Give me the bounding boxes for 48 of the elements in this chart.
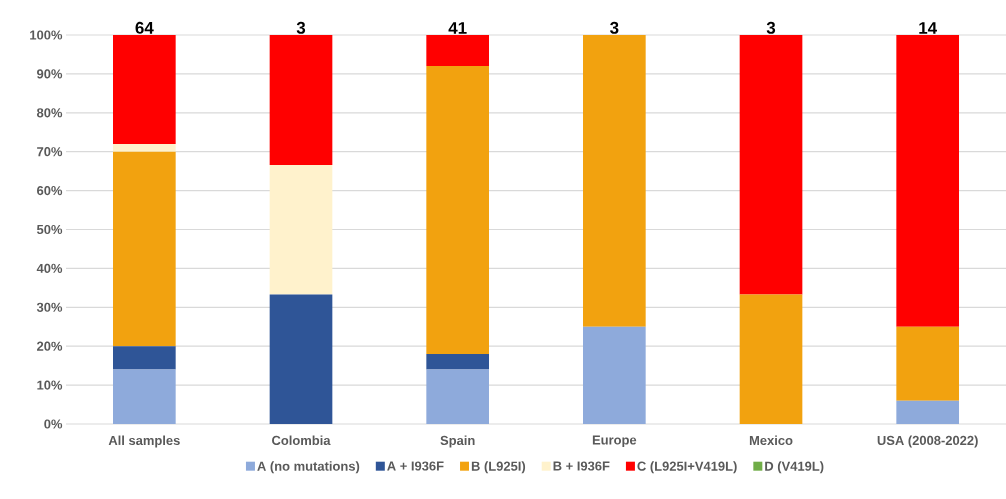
bar [426, 35, 489, 67]
bar [269, 164, 333, 295]
bar [113, 151, 176, 347]
text: 41 [448, 22, 467, 34]
y-tick-label: 80% [36, 108, 63, 118]
x-tick-label: Europe [592, 435, 637, 448]
bar [896, 326, 960, 401]
text: 14 [919, 22, 937, 34]
bar [426, 66, 489, 354]
y-tick-label: 20% [37, 341, 63, 351]
y-tick-label: 60% [37, 186, 63, 196]
y-tick-label: 0% [44, 419, 63, 429]
y-tick-label: 90% [37, 69, 63, 79]
legend-label: D (V419L) [765, 461, 824, 474]
bar [426, 353, 489, 370]
bar [896, 35, 960, 327]
bar [583, 35, 646, 327]
bar [113, 143, 176, 152]
x-tick-label: Colombia [272, 435, 331, 446]
bar [739, 35, 803, 295]
y-tick-label: 40% [36, 263, 63, 273]
y-tick-label: 100% [30, 30, 63, 40]
bar [739, 294, 803, 424]
bar [113, 369, 176, 424]
legend-label: B (L925I) [471, 461, 526, 474]
text: 3 [766, 21, 776, 34]
x-tick-label: USA (2008-2022) [877, 435, 978, 448]
x-tick-label: Mexico [749, 435, 793, 446]
bar [113, 346, 176, 370]
legend-label: A + I936F [387, 461, 444, 471]
text: 64 [135, 21, 154, 34]
x-tick-label: Spain [440, 435, 475, 448]
y-tick-label: 10% [37, 380, 63, 390]
bar [896, 400, 960, 424]
bar [583, 326, 646, 424]
y-tick-label: 70% [37, 147, 63, 157]
legend-label: C (L925I+V419L) [637, 461, 737, 474]
legend-label: A (no mutations) [257, 461, 360, 474]
text: 3 [610, 21, 619, 34]
bar [426, 369, 489, 424]
bar [269, 35, 333, 165]
x-tick-label: All samples [108, 435, 180, 448]
bar [269, 294, 333, 424]
y-tick-label: 50% [36, 224, 63, 235]
y-tick-label: 30% [36, 302, 63, 312]
bar [113, 35, 176, 144]
legend-label: B + I936F [553, 461, 610, 471]
text: 3 [296, 21, 306, 34]
